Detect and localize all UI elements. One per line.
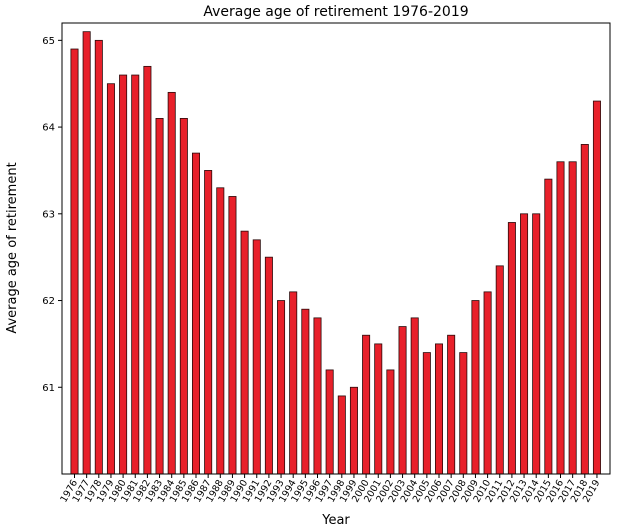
y-tick-label: 65 (42, 36, 55, 47)
bar-1993 (277, 300, 286, 475)
bar-1981 (131, 74, 140, 475)
bar-1983 (155, 118, 164, 475)
bar-1988 (216, 187, 225, 475)
y-tick-label: 61 (42, 383, 55, 394)
bar-1991 (252, 239, 261, 475)
bar-1982 (143, 65, 152, 475)
bar-2005 (422, 352, 431, 475)
bar-1997 (325, 369, 334, 475)
bar-1986 (191, 152, 200, 475)
bar-2004 (410, 317, 419, 475)
bar-2017 (568, 161, 577, 475)
bar-2009 (471, 300, 480, 475)
bar-1979 (106, 83, 115, 475)
bar-1999 (349, 386, 358, 475)
bars (70, 31, 601, 475)
bar-2018 (580, 144, 589, 475)
bar-1989 (228, 196, 237, 475)
bar-1990 (240, 230, 249, 475)
bar-1996 (313, 317, 322, 475)
y-axis: 61 62 63 64 65 (42, 36, 62, 394)
bar-2016 (556, 161, 565, 475)
bar-2002 (386, 369, 395, 475)
y-tick-label: 64 (42, 123, 55, 134)
x-axis-label: Year (321, 513, 350, 528)
bar-1995 (301, 308, 310, 475)
bar-1978 (94, 39, 103, 475)
bar-1998 (337, 395, 346, 475)
plot-frame (61, 22, 611, 475)
bar-2003 (398, 326, 407, 475)
bar-2015 (544, 178, 553, 475)
bar-2010 (483, 291, 492, 475)
bar-1980 (119, 74, 128, 475)
bar-2019 (592, 100, 601, 475)
bar-2006 (434, 343, 443, 475)
y-tick-label: 63 (42, 209, 55, 220)
bar-1977 (82, 31, 91, 475)
y-axis-label: Average age of retirement (5, 162, 20, 333)
bar-2013 (520, 213, 529, 475)
bar-2001 (374, 343, 383, 475)
bar-1994 (289, 291, 298, 475)
y-tick-label: 62 (42, 296, 55, 307)
bar-1992 (264, 256, 273, 475)
bar-2000 (362, 334, 371, 475)
chart-title: Average age of retirement 1976-2019 (203, 4, 468, 20)
bar-2008 (459, 352, 468, 475)
bar-2014 (532, 213, 541, 475)
bar-2011 (495, 265, 504, 475)
bar-2012 (507, 222, 516, 475)
bar-1976 (70, 48, 79, 475)
bar-1984 (167, 91, 176, 475)
bar-2007 (447, 334, 456, 475)
bar-1985 (179, 118, 188, 475)
x-axis: 1976197719781979198019811982198319841985… (58, 474, 603, 504)
bar-1987 (204, 170, 213, 475)
